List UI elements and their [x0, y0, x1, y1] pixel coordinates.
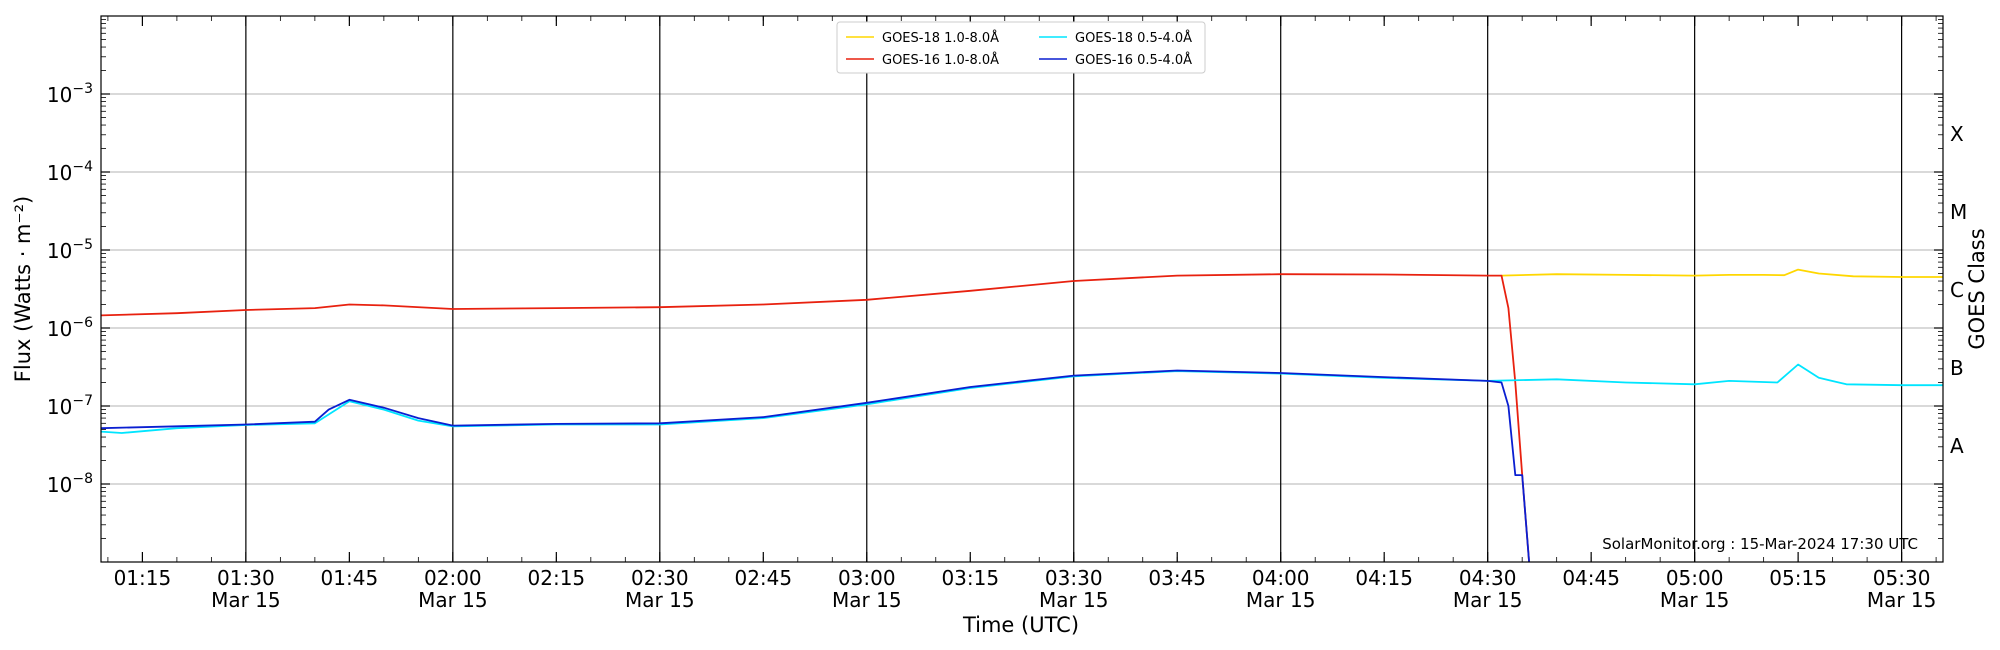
goes-class-b: B: [1950, 356, 1964, 380]
legend: GOES-18 1.0-8.0Å GOES-16 1.0-8.0Å GOES-18 …: [836, 21, 1206, 74]
y-tick-label: 10−3: [47, 81, 93, 107]
x-tick-label: 02:00: [424, 566, 482, 590]
x-tick-label: 02:45: [734, 566, 792, 590]
y-tick-base: 10: [47, 239, 72, 263]
x-tick-label: 03:30: [1045, 566, 1103, 590]
y-tick-labels: 10−810−710−610−510−410−3: [47, 81, 93, 497]
legend-label-1: GOES-18 1.0-8.0Å: [882, 30, 999, 46]
goes-class-m: M: [1950, 200, 1967, 224]
y-tick-exponent: −6: [72, 315, 93, 331]
x-tick-date-label: Mar 15: [211, 588, 281, 612]
y-tick-base: 10: [47, 473, 72, 497]
y-tick-exponent: −7: [72, 393, 93, 409]
y-tick-label: 10−4: [47, 159, 93, 185]
x-tick-date-label: Mar 15: [1039, 588, 1109, 612]
legend-label-4: GOES-16 0.5-4.0Å: [1075, 52, 1192, 68]
x-tick-label: 05:00: [1666, 566, 1724, 590]
x-tick-label: 03:00: [838, 566, 896, 590]
y-tick-label: 10−5: [47, 237, 93, 263]
x-tick-label: 04:00: [1252, 566, 1310, 590]
y-tick-base: 10: [47, 83, 72, 107]
x-tick-date-label: Mar 15: [625, 588, 695, 612]
x-tick-date-label: Mar 15: [1246, 588, 1316, 612]
legend-box: [836, 21, 1206, 74]
x-tick-label: 01:15: [114, 566, 172, 590]
series-line-1: [1501, 268, 1943, 278]
x-tick-label: 02:15: [528, 566, 586, 590]
series-line-4: [101, 369, 1530, 562]
series-layer: [101, 268, 1943, 562]
x-tick-label: 04:15: [1355, 566, 1413, 590]
x-tick-date-label: Mar 15: [418, 588, 488, 612]
plot-frame: [100, 15, 1944, 563]
y-tick-exponent: −3: [72, 81, 93, 97]
y-tick-exponent: −5: [72, 237, 93, 253]
right-axis-title: GOES Class: [1965, 228, 1989, 349]
y-axis-title: Flux (Watts · m⁻²): [11, 196, 35, 382]
y-tick-label: 10−8: [47, 471, 93, 497]
x-tick-date-label: Mar 15: [1660, 588, 1730, 612]
y-tick-exponent: −4: [72, 159, 93, 175]
x-axis-title: Time (UTC): [962, 613, 1079, 637]
y-tick-label: 10−6: [47, 315, 93, 341]
goes-class-labels: A B C M X: [1950, 122, 1967, 458]
x-tick-label: 01:30: [217, 566, 275, 590]
goes-class-c: C: [1950, 278, 1964, 302]
x-tick-label: 04:30: [1459, 566, 1517, 590]
y-tick-exponent: −8: [72, 471, 93, 487]
x-tick-date-label: Mar 15: [1867, 588, 1937, 612]
legend-label-2: GOES-16 1.0-8.0Å: [882, 52, 999, 68]
x-tick-label: 03:15: [941, 566, 999, 590]
y-tick-base: 10: [47, 317, 72, 341]
x-tick-label: 03:45: [1148, 566, 1206, 590]
tick-layer: [101, 16, 1943, 562]
y-tick-base: 10: [47, 161, 72, 185]
x-tick-date-label: Mar 15: [832, 588, 902, 612]
goes-class-x: X: [1950, 122, 1964, 146]
x-tick-label: 05:15: [1769, 566, 1827, 590]
x-tick-label: 01:45: [321, 566, 379, 590]
watermark: SolarMonitor.org : 15-Mar-2024 17:30 UTC: [1602, 535, 1918, 553]
goes-class-a: A: [1950, 434, 1964, 458]
x-tick-label: 02:30: [631, 566, 689, 590]
legend-label-3: GOES-18 0.5-4.0Å: [1075, 30, 1192, 46]
x-tick-date-label: Mar 15: [1453, 588, 1523, 612]
y-tick-base: 10: [47, 395, 72, 419]
series-line-2: [101, 273, 1530, 562]
x-tick-label: 05:30: [1873, 566, 1931, 590]
y-tick-label: 10−7: [47, 393, 93, 419]
vertical-lines-layer: [245, 16, 1903, 562]
legend-items: GOES-18 1.0-8.0Å GOES-16 1.0-8.0Å GOES-18 …: [846, 30, 1192, 68]
x-tick-label: 04:45: [1562, 566, 1620, 590]
grid-layer: [101, 93, 1943, 485]
